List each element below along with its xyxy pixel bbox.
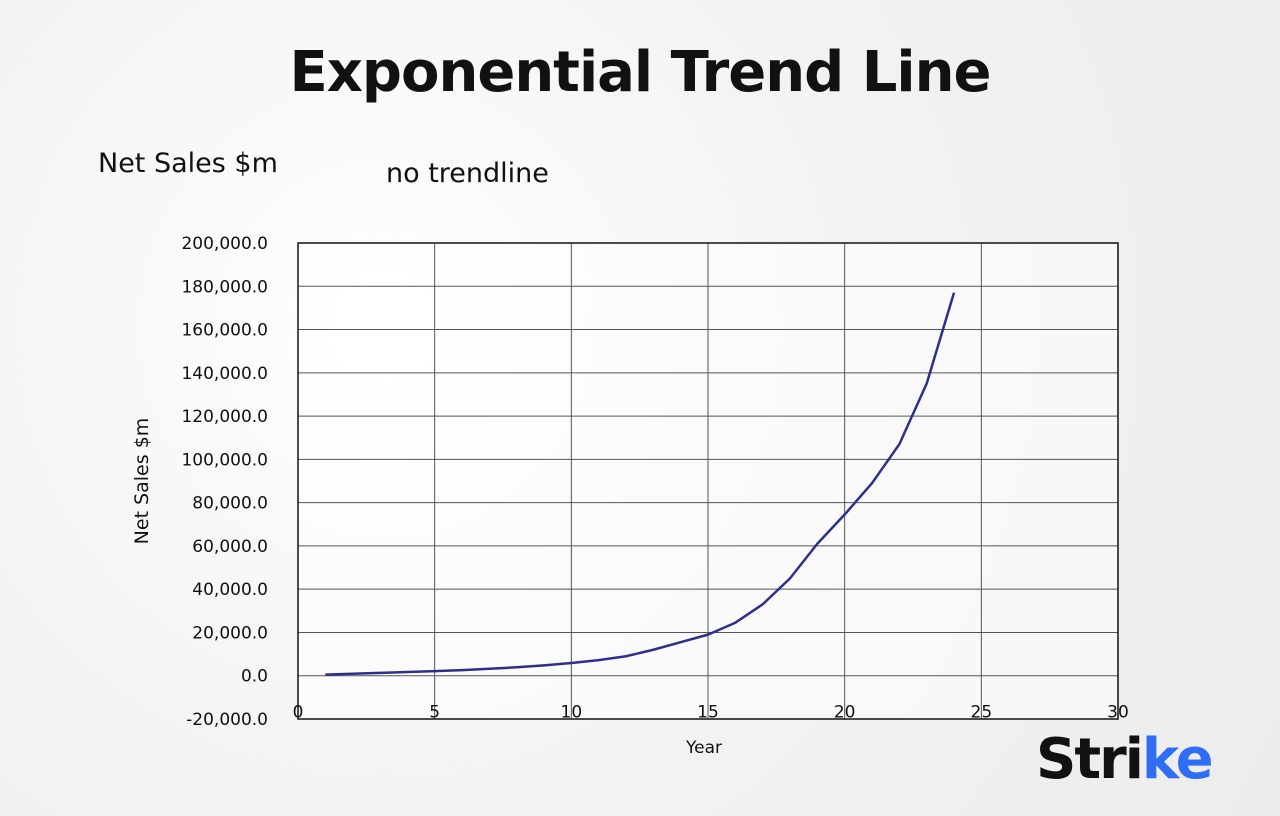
x-tick-label: 15: [697, 703, 719, 723]
y-axis-label: Net Sales $m: [131, 418, 153, 545]
x-tick-label: 10: [561, 703, 583, 723]
x-tick-label: 25: [971, 703, 993, 723]
y-tick-label: 120,000.0: [181, 407, 268, 427]
y-tick-label: 40,000.0: [192, 580, 268, 600]
subtitle-net-sales: Net Sales $m: [98, 148, 278, 179]
y-tick-label: -20,000.0: [186, 710, 268, 730]
y-tick-label: 80,000.0: [192, 494, 268, 514]
y-tick-label: 20,000.0: [192, 623, 268, 643]
strike-logo: Strike: [1036, 727, 1214, 792]
x-tick-label: 20: [834, 703, 856, 723]
y-tick-label: 140,000.0: [181, 364, 268, 384]
subtitle-no-trendline: no trendline: [386, 158, 549, 189]
logo-text-main: Stri: [1036, 727, 1144, 792]
y-tick-label: 0.0: [241, 667, 268, 687]
y-tick-label: 160,000.0: [181, 321, 268, 341]
y-tick-label: 200,000.0: [181, 234, 268, 254]
logo-text-accent: ke: [1141, 727, 1214, 792]
page-title: Exponential Trend Line: [289, 40, 992, 105]
x-axis-label: Year: [685, 738, 722, 758]
y-tick-label: 180,000.0: [181, 277, 268, 297]
series-line: [325, 292, 956, 676]
y-tick-label: 100,000.0: [181, 450, 268, 470]
plot-frame: [297, 242, 1119, 720]
y-tick-label: 60,000.0: [192, 537, 268, 557]
x-tick-label: 5: [429, 703, 440, 723]
